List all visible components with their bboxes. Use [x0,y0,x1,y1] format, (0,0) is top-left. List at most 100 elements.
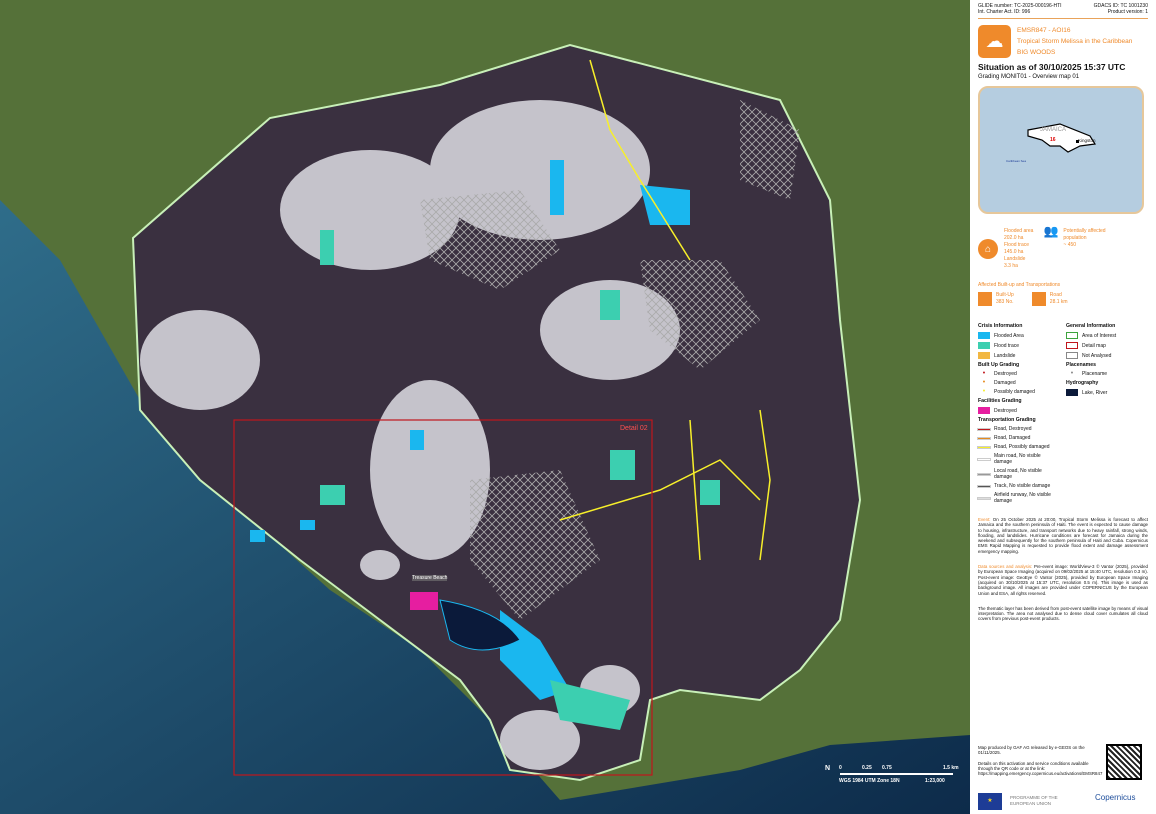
legend-item: • Destroyed [978,370,1060,377]
legend-label: Airfield runway, No visible damage [994,492,1051,504]
stat-line: 202.0 ha [1004,235,1024,241]
event-text: On 25 October 2025 at 20:00, Tropical St… [978,517,1148,554]
detail-map-frame [233,419,653,776]
stat-line: 145.0 ha [1004,249,1024,255]
event-name: Tropical Storm Melissa in the Caribbean [1017,38,1133,45]
legend-label: Local road, No visible damage [994,468,1042,480]
projection-label: WGS 1984 UTM Zone 18N [839,778,900,784]
details-link[interactable]: Details on this activation and service c… [978,760,1103,777]
damaged-roads [559,59,771,561]
flood-stat-icon: ⌂ [978,239,998,259]
legend-label: Detail map [1082,342,1106,349]
population-icon: 👥 [1043,224,1059,238]
city-label: Kingston [1078,138,1096,143]
situation-date: Situation as of 30/10/2025 15:37 UTC [978,62,1126,72]
legend-symbol [977,436,991,440]
legend-symbol [977,496,991,500]
stat-line: population [1063,235,1087,241]
legend-symbol [1066,389,1078,396]
legend-item: Not Analysed [1066,352,1148,359]
legend-symbol: • [982,379,986,386]
legend-label: Destroyed [994,407,1017,414]
legend-item: Flood trace [978,342,1060,349]
qr-code[interactable] [1106,744,1142,780]
legend-symbol: • [982,388,986,395]
road-value: 28.1 km [1049,299,1068,305]
sea-label: Caribbean Sea [1006,159,1027,163]
stat-line: 3.3 ha [1004,263,1018,269]
legend-label: Road, Destroyed [994,426,1032,432]
legend-heading: Built Up Grading [978,362,1020,368]
data-sources: Data sources and analysis: Pre-event ima… [978,564,1148,596]
house-icon [978,292,992,306]
thematic-note: The thematic layer has been derived from… [978,605,1148,622]
legend-symbol [978,342,990,349]
stat-line: Potentially affected [1063,228,1106,234]
builtup-label: Built-Up [996,292,1014,298]
legend-item: Track, No visible damage [977,483,1060,489]
copernicus-logo: Copernicus [1095,793,1136,802]
legend-item: Road, Possibly damaged [977,444,1060,450]
legend-label: Landslide [994,352,1016,359]
sources-label: Data sources and analysis: [978,564,1033,570]
scale-tick: 0 [839,765,842,771]
info-panel: GLIDE number: TC-2025-000196-HTI Int. Cha… [970,0,1156,814]
legend-label: Road, Possibly damaged [994,444,1050,450]
stat-line: Flooded area [1004,228,1034,234]
legend-label: Flood trace [994,342,1020,349]
detail-map-label: Detail 02 [620,425,648,432]
legend-symbol: • [1070,370,1074,377]
legend-item: Lake, River [1066,389,1148,396]
legend-item: • Possibly damaged [978,388,1060,395]
builtup-value: 383 No. [996,299,1014,305]
activation-code: EMSR847 - AOI16 [1017,27,1071,34]
legend-item: Road, Damaged [977,435,1060,441]
placename-label: Treasure Beach [412,575,448,581]
legend-item: Detail map [1066,342,1148,349]
not-analysed-areas [420,100,800,620]
legend-heading: Crisis Information [978,323,1023,329]
impact-stats: ⌂ Flooded area 202.0 ha Flood trace 145.0 h… [978,224,1148,270]
aoi-name: BIG WOODS [1017,49,1056,56]
lake [439,599,521,651]
glide-number: GLIDE number: TC-2025-000196-HTI [978,3,1062,9]
product-version: Product version: 1 [1107,9,1148,15]
legend-symbol: • [982,370,986,377]
sea [0,200,970,814]
legend-label: Destroyed [994,371,1017,377]
scale-tick: 1.5 km [943,765,959,771]
jamaica-shape [1027,123,1097,153]
legend-label: Not Analysed [1082,352,1112,359]
legend-item: Flooded Area [978,332,1060,339]
locator-map: JAMAICA 16 Kingston Caribbean Sea [978,86,1144,214]
gdacs-id: GDACS ID: TC 1001230 [1093,3,1148,9]
affected-section-title: Affected Built-up and Transportations [978,282,1061,288]
legend-item: Destroyed [978,407,1060,414]
legend-symbol [978,352,990,359]
legend-label: Area of Interest [1082,332,1117,339]
map-canvas[interactable]: Detail 02 Treasure Beach N 0 0.25 0.75 1… [0,0,970,814]
legend-label: Placename [1082,371,1108,377]
stat-line: ~ 450 [1063,242,1077,248]
flooded-areas [250,160,690,700]
legend-symbol [977,484,991,488]
legend-label: Road, Damaged [994,435,1031,441]
map-subtitle: Grading MONIT01 - Overview map 01 [978,74,1080,80]
legend-symbol [978,407,990,414]
road-icon [1031,292,1046,306]
destroyed-facility [410,592,438,610]
legend-label: Lake, River [1082,389,1108,396]
legend-symbol [1066,332,1078,339]
flood-trace-areas [320,230,720,730]
produced-by: Map produced by GAF AG released by e-GEO… [978,745,1085,756]
stat-line: Landslide [1004,256,1026,262]
legend-symbol [977,427,991,431]
legend-symbol [978,332,990,339]
legend-label: Possibly damaged [994,389,1035,395]
scale-tick: 0.25 [862,765,872,771]
legend-item: Airfield runway, No visible damage [977,492,1060,504]
scale-label: 1:23,000 [925,778,945,784]
sources-text: Pre-event image: WorldView-3 © Vantor (2… [978,564,1149,596]
map-graphics [0,0,970,814]
stat-line: Flood trace [1004,242,1030,248]
